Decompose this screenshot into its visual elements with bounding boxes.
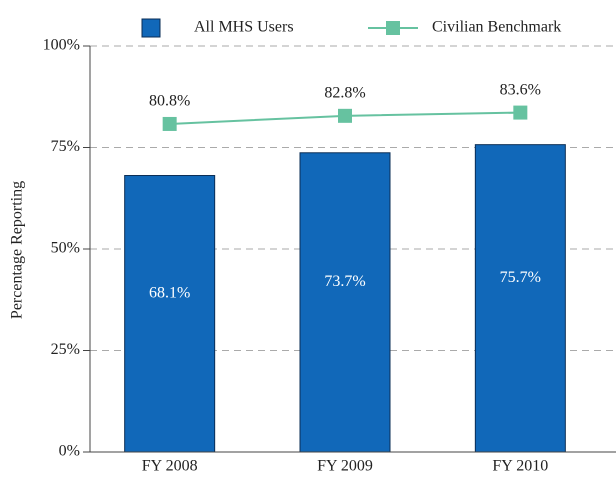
- y-tick-label: 50%: [51, 240, 80, 257]
- bar: [299, 152, 391, 453]
- legend-swatch: [141, 18, 161, 38]
- line-marker: [162, 116, 177, 131]
- line-marker: [513, 105, 528, 120]
- bar: [124, 175, 216, 453]
- bar-value-label: 73.7%: [324, 273, 365, 290]
- x-tick-label: FY 2010: [492, 458, 548, 475]
- y-tick-label: 0%: [59, 443, 80, 460]
- legend-label: Civilian Benchmark: [432, 19, 561, 36]
- y-tick-label: 100%: [43, 37, 80, 54]
- x-tick-label: FY 2009: [317, 458, 373, 475]
- line-value-label: 83.6%: [500, 81, 541, 98]
- y-tick-label: 75%: [51, 138, 80, 155]
- y-axis-label: Percentage Reporting: [9, 181, 26, 319]
- line-value-label: 80.8%: [149, 93, 190, 110]
- y-tick-label: 25%: [51, 341, 80, 358]
- bar: [474, 144, 566, 453]
- bar-value-label: 75.7%: [500, 269, 541, 286]
- bar-value-label: 68.1%: [149, 284, 190, 301]
- line-value-label: 82.8%: [324, 85, 365, 102]
- x-tick-label: FY 2008: [142, 458, 198, 475]
- line-marker: [338, 108, 352, 123]
- legend-swatch: [386, 21, 400, 35]
- legend-label: All MHS Users: [194, 19, 294, 36]
